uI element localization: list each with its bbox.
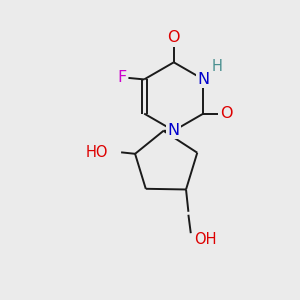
Text: OH: OH [194, 232, 216, 247]
Text: HO: HO [86, 145, 108, 160]
Text: N: N [168, 123, 180, 138]
Text: F: F [117, 70, 126, 86]
Text: O: O [220, 106, 232, 121]
Text: O: O [167, 30, 180, 45]
Text: N: N [197, 72, 209, 87]
Text: H: H [211, 59, 222, 74]
